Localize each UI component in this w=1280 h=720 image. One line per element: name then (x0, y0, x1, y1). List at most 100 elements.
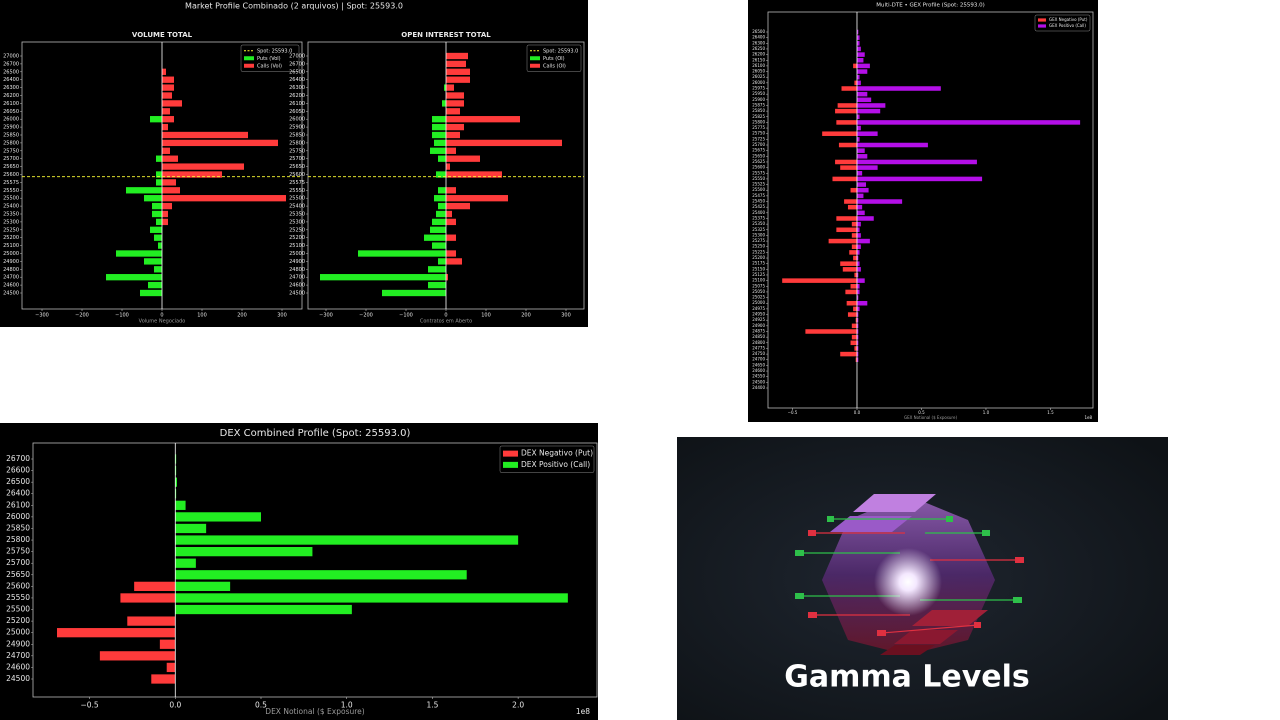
y-tick-label: 24700 (752, 357, 765, 362)
bar (856, 351, 859, 357)
y-tick-label: 25000 (289, 251, 305, 257)
y-tick-label: 24700 (6, 651, 30, 660)
y-tick-label: 24500 (6, 674, 30, 683)
bar (438, 155, 446, 162)
y-tick-label: 25775 (752, 125, 765, 130)
bar (856, 69, 868, 74)
bar (424, 234, 446, 241)
bar (116, 250, 162, 257)
y-tick-label: 24600 (752, 368, 765, 373)
bar (446, 202, 470, 210)
y-tick-label: 25975 (752, 86, 765, 91)
bar (856, 125, 861, 131)
bar (444, 84, 446, 91)
y-tick-label: 26100 (289, 101, 305, 107)
y-tick-label: 24650 (752, 362, 765, 367)
y-tick-label: 25900 (3, 125, 19, 131)
legend-label: Spot: 25593.0 (543, 48, 578, 54)
x-axis-label: Contratos em Aberto (420, 319, 472, 325)
y-tick-label: 26300 (752, 40, 765, 45)
y-tick-label: 26700 (289, 61, 305, 67)
bar (856, 35, 860, 40)
y-tick-label: 26500 (6, 477, 30, 486)
legend-box (499, 445, 595, 473)
y-tick-label: 26400 (3, 77, 19, 83)
x-tick-label: 1.5 (1047, 410, 1054, 415)
bar (358, 250, 446, 257)
y-tick-label: 25225 (752, 249, 765, 254)
bar (856, 63, 870, 69)
legend-swatch (244, 63, 254, 68)
y-tick-label: 24500 (3, 291, 19, 297)
bar (856, 193, 864, 199)
y-tick-label: 25800 (3, 140, 19, 146)
bar (853, 63, 857, 69)
y-tick-label: 26150 (752, 57, 765, 62)
y-tick-label: 25375 (752, 215, 765, 220)
bar (428, 266, 446, 273)
bar (162, 187, 180, 194)
bar (856, 91, 868, 97)
y-tick-label: 26200 (3, 93, 19, 99)
bar (152, 210, 162, 218)
y-tick-label: 26100 (6, 500, 30, 509)
bar (162, 147, 170, 154)
bar (446, 163, 450, 170)
y-tick-label: 25525 (752, 182, 765, 187)
bar (836, 227, 857, 233)
x-tick-label: 0 (160, 313, 163, 319)
y-tick-label: 25650 (3, 164, 19, 170)
y-tick-label: 25175 (752, 261, 765, 266)
logo-glow (874, 548, 942, 616)
bar (446, 108, 460, 115)
plot-frame (767, 11, 1094, 409)
bar (127, 616, 176, 626)
y-tick-label: 25000 (752, 300, 765, 305)
bar (162, 84, 174, 91)
y-tick-label: 25275 (752, 238, 765, 243)
bar (162, 155, 178, 162)
y-tick-label: 24800 (752, 340, 765, 345)
bar (828, 238, 857, 244)
bar (856, 97, 872, 103)
bar (434, 139, 446, 147)
bar (175, 500, 186, 510)
bar (854, 346, 857, 351)
bar (856, 357, 859, 363)
bar (840, 261, 857, 266)
y-tick-label: 25900 (289, 125, 305, 131)
chart-title: OPEN INTEREST TOTAL (401, 31, 491, 39)
bar (382, 289, 446, 297)
bar (99, 651, 176, 661)
logo-markers (795, 516, 1024, 636)
bar (430, 226, 446, 233)
y-tick-label: 26700 (3, 61, 19, 67)
y-tick-label: 25250 (3, 227, 19, 233)
y-tick-label: 24925 (752, 317, 765, 322)
y-tick-label: 25675 (752, 148, 765, 153)
bar (446, 139, 562, 147)
bar (838, 142, 857, 148)
bar (856, 244, 861, 249)
bar (126, 187, 162, 194)
y-tick-label: 25200 (3, 235, 19, 241)
bar (836, 120, 857, 125)
x-tick-label: 200 (521, 313, 531, 319)
bar (158, 242, 162, 249)
bar (856, 182, 867, 187)
x-tick-label: 2.0 (512, 701, 524, 710)
bar (856, 317, 859, 323)
bar (156, 179, 162, 186)
y-tick-label: 24800 (289, 267, 305, 273)
legend: Spot: 25593.0 Puts (OI)Calls (OI) (526, 44, 582, 72)
y-tick-label: 27000 (3, 54, 19, 60)
y-tick-label: 26500 (3, 69, 19, 75)
bar (856, 312, 859, 317)
bar (446, 187, 456, 194)
y-tick-label: 25325 (752, 227, 765, 232)
bar (446, 171, 502, 178)
y-tick-label: 26500 (289, 69, 305, 75)
bar (856, 137, 860, 142)
y-tick-label: 25550 (6, 593, 30, 602)
